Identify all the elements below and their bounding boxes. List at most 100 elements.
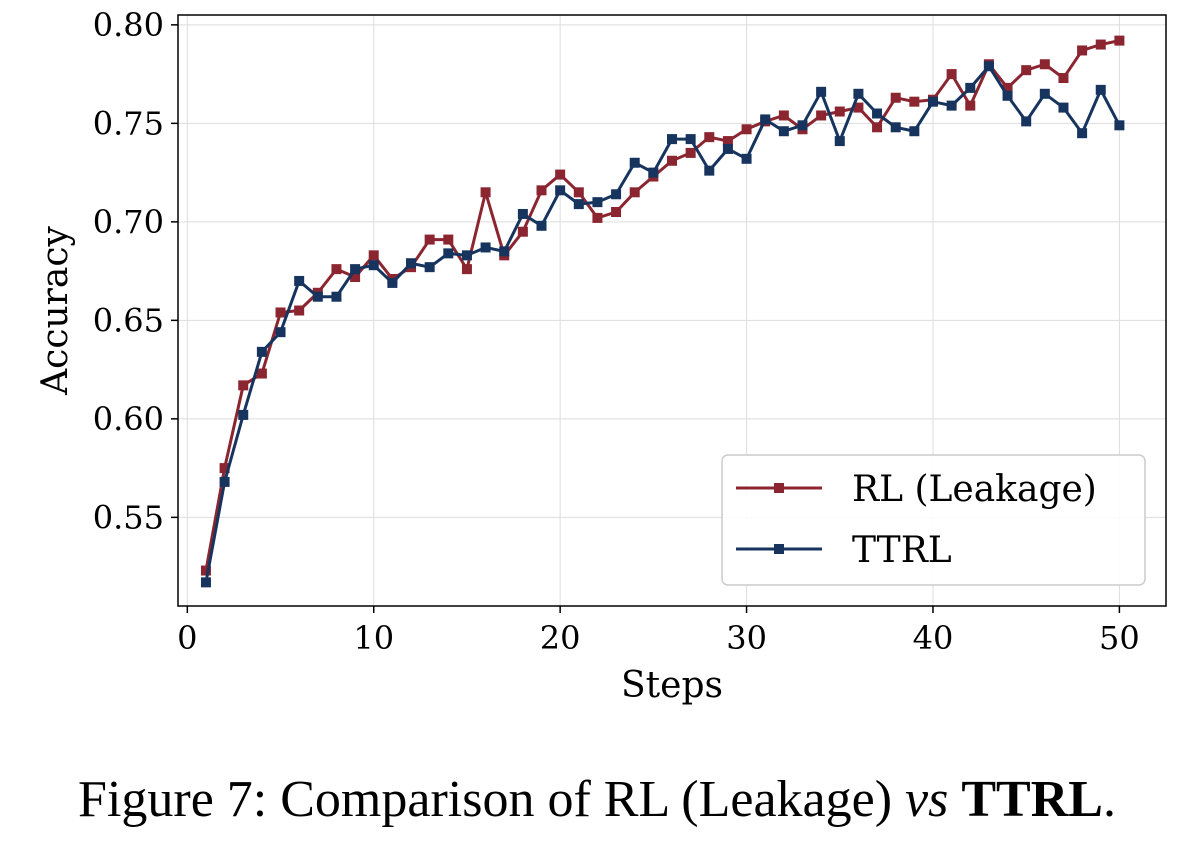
data-point-ttrl bbox=[1077, 128, 1088, 139]
data-point-ttrl bbox=[983, 61, 994, 72]
data-point-ttrl bbox=[927, 96, 938, 107]
data-point-rl-leakage bbox=[368, 250, 379, 261]
data-point-ttrl bbox=[517, 208, 528, 219]
data-point-rl-leakage bbox=[461, 264, 472, 275]
data-point-ttrl bbox=[406, 258, 417, 269]
data-point-rl-leakage bbox=[592, 212, 603, 223]
legend-entries: RL (Leakage) TTRL bbox=[736, 469, 1097, 571]
series-ttrl bbox=[200, 61, 1125, 588]
y-axis-label: Accuracy bbox=[35, 226, 76, 396]
series-layer bbox=[200, 35, 1125, 588]
data-point-ttrl bbox=[965, 82, 976, 93]
data-point-ttrl bbox=[294, 275, 305, 286]
legend-box bbox=[721, 454, 1146, 586]
data-point-ttrl bbox=[461, 250, 472, 261]
y-tick-label: 0.65 bbox=[93, 301, 164, 339]
data-point-rl-leakage bbox=[219, 463, 230, 474]
data-point-rl-leakage bbox=[704, 132, 715, 143]
data-point-rl-leakage bbox=[890, 92, 901, 103]
data-point-rl-leakage bbox=[722, 136, 733, 147]
data-point-rl-leakage bbox=[275, 307, 286, 318]
data-point-ttrl bbox=[946, 100, 957, 111]
data-point-ttrl bbox=[1114, 120, 1125, 131]
y-tick-label: 0.80 bbox=[93, 6, 164, 44]
data-point-rl-leakage bbox=[238, 380, 249, 391]
data-point-ttrl bbox=[424, 262, 435, 273]
data-point-rl-leakage bbox=[909, 96, 920, 107]
legend-label-rl-leakage: RL (Leakage) bbox=[852, 469, 1097, 510]
data-point-ttrl bbox=[331, 291, 342, 302]
caption-ttrl: TTRL bbox=[961, 771, 1103, 828]
data-point-ttrl bbox=[667, 134, 677, 145]
data-point-ttrl bbox=[853, 88, 864, 99]
data-point-ttrl bbox=[797, 120, 808, 131]
data-point-rl-leakage bbox=[1002, 82, 1013, 93]
data-point-rl-leakage bbox=[200, 565, 211, 576]
data-point-rl-leakage bbox=[555, 169, 566, 180]
data-point-ttrl bbox=[1021, 116, 1032, 127]
x-axis-label: Steps bbox=[621, 665, 723, 706]
data-point-ttrl bbox=[387, 277, 398, 288]
legend-marker-rl-leakage bbox=[774, 483, 784, 493]
data-point-rl-leakage bbox=[331, 264, 342, 275]
data-point-rl-leakage bbox=[1058, 73, 1069, 84]
caption-suffix: . bbox=[1102, 771, 1116, 828]
x-tick-label: 10 bbox=[353, 619, 394, 657]
data-point-rl-leakage bbox=[1039, 59, 1050, 70]
data-point-rl-leakage bbox=[946, 69, 957, 80]
data-point-rl-leakage bbox=[629, 187, 640, 198]
data-point-rl-leakage bbox=[965, 100, 976, 111]
data-point-ttrl bbox=[499, 246, 510, 257]
data-point-ttrl bbox=[536, 220, 547, 231]
x-tick-label: 0 bbox=[177, 619, 197, 657]
data-point-rl-leakage bbox=[778, 110, 789, 121]
data-point-ttrl bbox=[1095, 84, 1106, 95]
data-point-ttrl bbox=[480, 242, 491, 253]
data-point-ttrl bbox=[778, 126, 789, 137]
y-tick-label: 0.75 bbox=[93, 104, 164, 142]
data-point-rl-leakage bbox=[1021, 65, 1032, 76]
y-tick-label: 0.70 bbox=[93, 203, 164, 241]
legend-label-ttrl: TTRL bbox=[852, 530, 952, 571]
data-point-rl-leakage bbox=[741, 124, 752, 135]
data-point-rl-leakage bbox=[1114, 35, 1125, 46]
data-point-ttrl bbox=[275, 327, 286, 338]
data-point-rl-leakage bbox=[611, 207, 622, 217]
data-point-rl-leakage bbox=[517, 226, 528, 237]
data-point-rl-leakage bbox=[256, 368, 267, 379]
data-point-ttrl bbox=[816, 86, 827, 97]
figure-caption: Figure 7: Comparison of RL (Leakage) vs … bbox=[0, 770, 1194, 829]
data-point-rl-leakage bbox=[480, 187, 491, 198]
data-point-rl-leakage bbox=[685, 147, 696, 158]
y-tick-label: 0.60 bbox=[93, 400, 164, 438]
data-point-ttrl bbox=[1039, 88, 1050, 99]
data-point-ttrl bbox=[1058, 102, 1069, 113]
caption-space bbox=[948, 771, 961, 828]
data-point-ttrl bbox=[592, 197, 603, 208]
y-tick-label: 0.55 bbox=[93, 498, 164, 536]
legend-marker-ttrl bbox=[774, 544, 784, 554]
data-point-ttrl bbox=[722, 143, 733, 154]
x-tick-label: 50 bbox=[1099, 619, 1140, 657]
data-point-ttrl bbox=[648, 167, 659, 178]
data-point-ttrl bbox=[573, 199, 584, 210]
data-point-ttrl bbox=[760, 114, 771, 125]
data-point-ttrl bbox=[872, 108, 883, 119]
data-point-ttrl bbox=[1002, 90, 1013, 101]
line-chart: 0 10 20 30 40 50 0.55 0.60 0.65 0.70 0.75 0.80 Step… bbox=[35, 6, 1167, 706]
data-point-ttrl bbox=[219, 476, 230, 487]
data-point-ttrl bbox=[555, 185, 566, 196]
data-point-ttrl bbox=[611, 189, 622, 200]
data-point-rl-leakage bbox=[536, 185, 547, 196]
data-point-ttrl bbox=[685, 134, 696, 145]
x-tick-label: 20 bbox=[540, 619, 581, 657]
data-point-rl-leakage bbox=[1077, 45, 1088, 56]
caption-prefix: Figure 7: Comparison of RL (Leakage) bbox=[78, 771, 906, 828]
caption-vs: vs bbox=[905, 771, 949, 828]
data-point-ttrl bbox=[890, 122, 901, 133]
data-point-ttrl bbox=[350, 264, 361, 275]
data-point-ttrl bbox=[704, 165, 715, 176]
data-point-ttrl bbox=[629, 157, 640, 168]
ticks: 0 10 20 30 40 50 0.55 0.60 0.65 0.70 0.75 0.80 bbox=[93, 6, 1140, 657]
data-point-rl-leakage bbox=[853, 102, 864, 113]
